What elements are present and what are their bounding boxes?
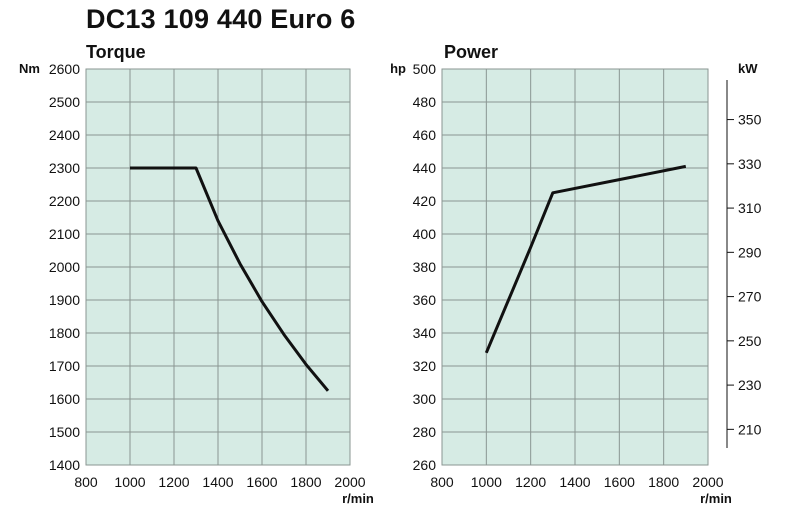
power-y2tick-label: 230: [738, 377, 762, 393]
power-y2tick-label: 250: [738, 333, 762, 349]
power-ytick-label: 280: [413, 424, 437, 440]
torque-xtick-label: 1800: [290, 474, 321, 490]
power-y2tick-label: 270: [738, 289, 762, 305]
torque-plot-frame: [85, 68, 351, 466]
power-y2tick-label: 210: [738, 421, 762, 437]
torque-ytick-label: 1800: [49, 325, 80, 341]
torque-ytick-label: 2500: [49, 94, 80, 110]
torque-xtick-label: 1400: [202, 474, 233, 490]
torque-ytick-label: 2400: [49, 127, 80, 143]
power-ytick-label: 340: [413, 325, 437, 341]
power-ytick-label: 380: [413, 259, 437, 275]
power-y-unit-label: hp: [390, 61, 406, 76]
power-ytick-label: 400: [413, 226, 437, 242]
power-y2-unit-label: kW: [738, 61, 758, 76]
power-y2tick-label: 310: [738, 200, 762, 216]
chart-main-title: DC13 109 440 Euro 6: [86, 4, 356, 34]
torque-chart-title: Torque: [86, 42, 146, 62]
torque-ytick-label: 2000: [49, 259, 80, 275]
power-plot-frame: [441, 68, 709, 466]
torque-ytick-label: 2200: [49, 193, 80, 209]
power-ytick-label: 420: [413, 193, 437, 209]
power-xtick-label: 1200: [515, 474, 546, 490]
power-ytick-label: 260: [413, 457, 437, 473]
torque-xtick-label: 1200: [158, 474, 189, 490]
power-ytick-label: 480: [413, 94, 437, 110]
torque-ytick-label: 2600: [49, 61, 80, 77]
power-ytick-label: 300: [413, 391, 437, 407]
power-ytick-label: 460: [413, 127, 437, 143]
torque-xtick-label: 1600: [246, 474, 277, 490]
power-ytick-label: 320: [413, 358, 437, 374]
power-xtick-label: 1000: [471, 474, 502, 490]
power-y2tick-label: 330: [738, 156, 762, 172]
power-xtick-label: 1400: [559, 474, 590, 490]
torque-ytick-label: 1900: [49, 292, 80, 308]
torque-x-unit-label: r/min: [342, 491, 374, 506]
power-x-unit-label: r/min: [700, 491, 732, 506]
torque-xtick-label: 2000: [334, 474, 365, 490]
torque-xtick-label: 800: [74, 474, 98, 490]
power-xtick-label: 2000: [692, 474, 723, 490]
power-ytick-label: 440: [413, 160, 437, 176]
power-ytick-label: 500: [413, 61, 437, 77]
power-curve: [484, 164, 687, 354]
torque-ytick-label: 1400: [49, 457, 80, 473]
torque-y-unit-label: Nm: [19, 61, 40, 76]
torque-ytick-label: 1700: [49, 358, 80, 374]
torque-curve: [130, 166, 330, 392]
torque-xtick-label: 1000: [114, 474, 145, 490]
power-y2tick-label: 290: [738, 244, 762, 260]
power-xtick-label: 1600: [604, 474, 635, 490]
power-xtick-label: 1800: [648, 474, 679, 490]
power-chart-title: Power: [444, 42, 498, 62]
power-y2tick-label: 350: [738, 112, 762, 128]
torque-ytick-label: 2300: [49, 160, 80, 176]
torque-ytick-label: 2100: [49, 226, 80, 242]
power-ytick-label: 360: [413, 292, 437, 308]
torque-ytick-label: 1600: [49, 391, 80, 407]
power-xtick-label: 800: [430, 474, 454, 490]
torque-ytick-label: 1500: [49, 424, 80, 440]
